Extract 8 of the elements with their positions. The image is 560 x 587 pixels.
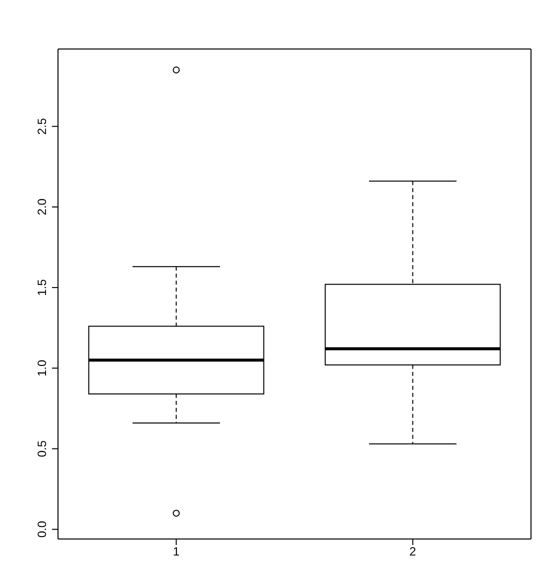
x-tick-label: 2	[409, 544, 416, 559]
y-tick-label: 1.0	[35, 359, 49, 376]
y-tick-label: 0.5	[35, 440, 49, 458]
x-tick-label: 1	[172, 544, 180, 559]
y-tick-label: 2.5	[35, 118, 49, 135]
y-tick-label: 1.5	[35, 278, 49, 296]
y-tick-label: 2.0	[35, 198, 49, 216]
y-tick-label: 0.0	[35, 520, 49, 538]
